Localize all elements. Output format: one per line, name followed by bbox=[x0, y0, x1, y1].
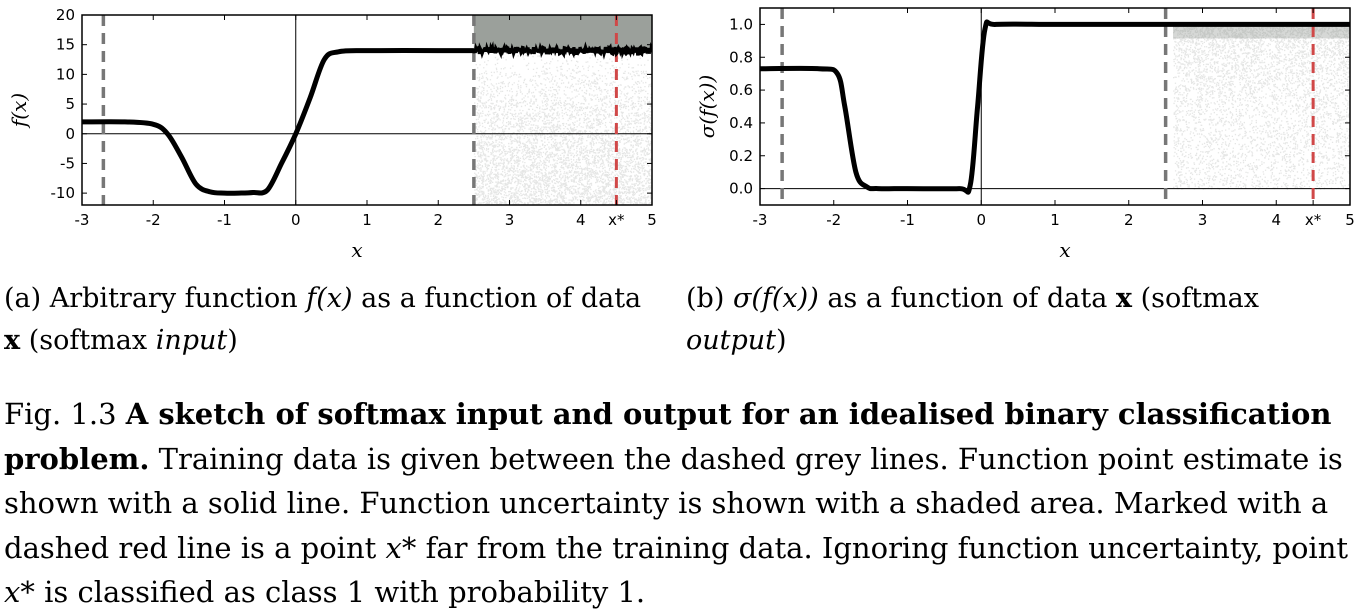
y-tick-label: 0.4 bbox=[729, 114, 753, 132]
plot-area bbox=[760, 8, 1350, 205]
x-tick-label: 3 bbox=[1198, 211, 1208, 229]
y-axis-label: σ(f(x)) bbox=[695, 75, 719, 139]
x-tick-label: x* bbox=[1305, 211, 1322, 229]
uncertainty-band-dense bbox=[1173, 24, 1350, 39]
y-tick-label: -5 bbox=[60, 154, 75, 172]
point-estimate-line bbox=[760, 19, 1350, 195]
y-tick-label: -10 bbox=[51, 184, 76, 202]
y-tick-label: 20 bbox=[56, 6, 75, 24]
y-tick-label: 5 bbox=[65, 95, 75, 113]
x-tick-label: -2 bbox=[146, 211, 161, 229]
x-tick-label: 2 bbox=[433, 211, 443, 229]
point-estimate-line bbox=[82, 48, 474, 196]
x-tick-label: -1 bbox=[217, 211, 232, 229]
y-tick-label: 10 bbox=[56, 65, 75, 83]
x-tick-label: 0 bbox=[291, 211, 301, 229]
plot-area bbox=[82, 15, 652, 205]
x-tick-label: x* bbox=[608, 211, 625, 229]
uncertainty-scatter bbox=[1173, 24, 1350, 190]
uncertainty-scatter bbox=[473, 50, 652, 205]
y-tick-label: 1.0 bbox=[729, 15, 753, 33]
x-tick-label: -1 bbox=[900, 211, 915, 229]
point-estimate-noisy bbox=[472, 41, 652, 60]
panel-b: -3 -2 -1 0 1 2 3 4 x* 5 0.0 0.2 0.4 0.6 0.8 1.0 x σ(f(x)) bbox=[695, 7, 1355, 262]
y-tick-label: 0.2 bbox=[729, 147, 753, 165]
x-tick-label: 4 bbox=[1271, 211, 1281, 229]
uncertainty-band-dense bbox=[473, 15, 652, 51]
y-tick-label: 15 bbox=[56, 36, 75, 54]
x-axis-label: x bbox=[351, 238, 362, 262]
x-tick-label: -3 bbox=[75, 211, 90, 229]
x-tick-label: 4 bbox=[576, 211, 586, 229]
y-tick-label: 0.8 bbox=[729, 48, 753, 66]
caption-a: (a) Arbitrary function f(x) as a functio… bbox=[4, 283, 642, 356]
x-tick-label: 5 bbox=[1345, 211, 1355, 229]
caption-b: (b) σ(f(x)) as a function of data x (sof… bbox=[686, 283, 1259, 356]
y-tick-label: 0 bbox=[65, 125, 75, 143]
x-axis-label: x bbox=[1059, 238, 1070, 262]
x-tick-label: 3 bbox=[505, 211, 515, 229]
x-tick-label: 5 bbox=[647, 211, 657, 229]
x-tick-label: -3 bbox=[753, 211, 768, 229]
figure-caption: Fig. 1.3 A sketch of softmax input and o… bbox=[4, 397, 1349, 609]
x-tick-label: 1 bbox=[362, 211, 372, 229]
y-tick-label: 0.6 bbox=[729, 81, 753, 99]
x-tick-label: 2 bbox=[1124, 211, 1134, 229]
x-tick-label: -2 bbox=[826, 211, 841, 229]
y-tick-label: 0.0 bbox=[729, 180, 753, 198]
x-tick-label: 1 bbox=[1050, 211, 1060, 229]
y-axis-label: f(x) bbox=[7, 93, 31, 129]
x-tick-label: 0 bbox=[976, 211, 986, 229]
